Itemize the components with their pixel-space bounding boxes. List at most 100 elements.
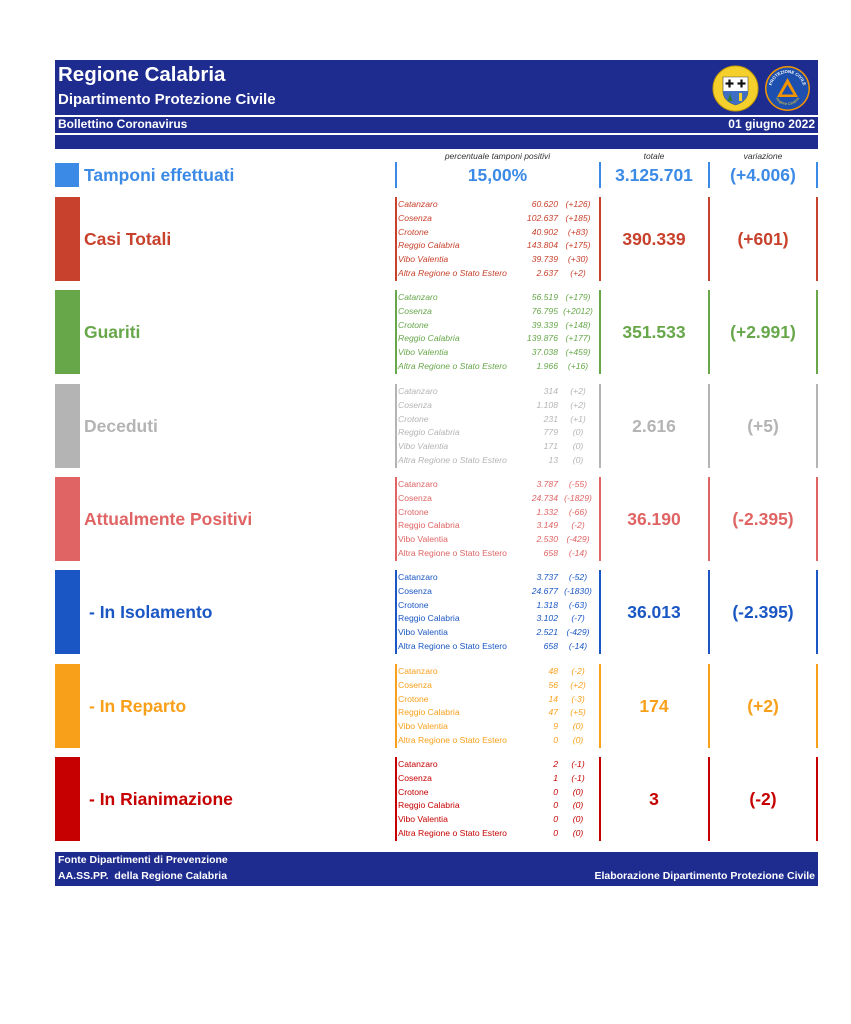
in-isolamento-reggio-calabria-value: 3.102 bbox=[536, 613, 558, 624]
deceduti-reggio-calabria-name: Reggio Calabria bbox=[398, 427, 460, 438]
guariti-crotone-value: 39.339 bbox=[531, 319, 558, 330]
deceduti-label: Deceduti bbox=[84, 416, 158, 436]
deceduti-reggio-calabria-row: Reggio Calabria 779 (0) bbox=[398, 426, 598, 440]
guariti-section: Guariti Catanzaro 56.519 (+179) Cosenza … bbox=[0, 290, 851, 374]
attualmente-positivi-catanzaro-change: (-55) bbox=[568, 479, 588, 489]
in-rianimazione-reggio-calabria-row: Reggio Calabria 0 (0) bbox=[398, 799, 598, 813]
tamponi-divider bbox=[599, 162, 601, 188]
casi-totali-catanzaro-value: 60.620 bbox=[531, 199, 558, 209]
in-rianimazione-cosenza-change: (-1) bbox=[571, 772, 585, 783]
in-isolamento-reggio-calabria-change: (-7) bbox=[571, 613, 585, 624]
in-reparto-cosenza-change: (+2) bbox=[570, 679, 586, 690]
in-isolamento-crotone-change: (-63) bbox=[568, 599, 588, 610]
in-isolamento-change: (-2.395) bbox=[732, 602, 794, 622]
in-reparto-crotone-name: Crotone bbox=[398, 693, 429, 704]
footer-credit: Elaborazione Dipartimento Protezione Civ… bbox=[594, 870, 815, 882]
tamponi-row: Tamponi effettuati 15,00% 3.125.701 (+4.… bbox=[0, 162, 851, 188]
guariti-altra-regione-o-stato-estero-row: Altra Regione o Stato Estero 1.966 (+16) bbox=[398, 360, 598, 374]
attualmente-positivi-reggio-calabria-row: Reggio Calabria 3.149 (-2) bbox=[398, 519, 598, 533]
in-reparto-region-breakdown: Catanzaro 48 (-2) Cosenza 56 (+2) Croton… bbox=[398, 665, 598, 748]
in-rianimazione-vibo-valentia-name: Vibo Valentia bbox=[398, 814, 448, 825]
in-rianimazione-vibo-valentia-value: 0 bbox=[553, 814, 558, 825]
deceduti-total: 2.616 bbox=[632, 416, 676, 436]
guariti-color-bar bbox=[55, 290, 80, 374]
protezione-civile-logo: PROTEZIONE CIVILE Regione Calabria bbox=[764, 65, 811, 112]
casi-totali-altra-regione-o-stato-estero-value: 2.637 bbox=[536, 267, 558, 278]
in-reparto-reggio-calabria-row: Reggio Calabria 47 (+5) bbox=[398, 706, 598, 720]
attualmente-positivi-altra-regione-o-stato-estero-change: (-14) bbox=[568, 547, 588, 558]
in-isolamento-label: - In Isolamento bbox=[89, 602, 213, 622]
attualmente-positivi-reggio-calabria-change: (-2) bbox=[571, 520, 585, 531]
in-reparto-altra-regione-o-stato-estero-change: (0) bbox=[572, 734, 584, 745]
casi-totali-divider bbox=[816, 197, 818, 281]
casi-totali-crotone-name: Crotone bbox=[398, 226, 429, 237]
pine-icon bbox=[727, 93, 733, 101]
in-rianimazione-section: - In Rianimazione Catanzaro 2 (-1) Cosen… bbox=[0, 757, 851, 841]
in-isolamento-cosenza-change: (-1830) bbox=[564, 585, 592, 596]
deceduti-altra-regione-o-stato-estero-name: Altra Regione o Stato Estero bbox=[398, 454, 507, 465]
casi-totali-altra-regione-o-stato-estero-change: (+2) bbox=[570, 267, 586, 278]
in-reparto-reggio-calabria-change: (+5) bbox=[570, 707, 586, 718]
casi-totali-altra-regione-o-stato-estero-row: Altra Regione o Stato Estero 2.637 (+2) bbox=[398, 267, 598, 281]
casi-totali-altra-regione-o-stato-estero-name: Altra Regione o Stato Estero bbox=[398, 267, 507, 278]
tamponi-divider bbox=[708, 162, 710, 188]
in-isolamento-catanzaro-name: Catanzaro bbox=[398, 572, 438, 582]
casi-totali-crotone-row: Crotone 40.902 (+83) bbox=[398, 226, 598, 240]
guariti-catanzaro-value: 56.519 bbox=[531, 292, 558, 302]
casi-totali-cosenza-name: Cosenza bbox=[398, 212, 432, 223]
guariti-reggio-calabria-name: Reggio Calabria bbox=[398, 333, 460, 344]
in-rianimazione-vibo-valentia-row: Vibo Valentia 0 (0) bbox=[398, 813, 598, 827]
in-rianimazione-catanzaro-value: 2 bbox=[553, 759, 558, 769]
in-reparto-catanzaro-row: Catanzaro 48 (-2) bbox=[398, 665, 598, 679]
deceduti-crotone-row: Crotone 231 (+1) bbox=[398, 413, 598, 427]
guariti-cosenza-change: (+2012) bbox=[563, 305, 593, 316]
in-reparto-vibo-valentia-value: 9 bbox=[553, 721, 558, 732]
in-reparto-vibo-valentia-change: (0) bbox=[572, 721, 584, 732]
deceduti-vibo-valentia-value: 171 bbox=[543, 441, 558, 452]
in-reparto-crotone-change: (-3) bbox=[571, 693, 585, 704]
in-reparto-vibo-valentia-name: Vibo Valentia bbox=[398, 721, 448, 732]
attualmente-positivi-reggio-calabria-name: Reggio Calabria bbox=[398, 520, 460, 531]
casi-totali-cosenza-value: 102.637 bbox=[526, 212, 558, 223]
deceduti-crotone-name: Crotone bbox=[398, 413, 429, 424]
deceduti-change: (+5) bbox=[747, 416, 779, 436]
tamponi-percent-positive: 15,00% bbox=[467, 165, 528, 185]
in-reparto-label: - In Reparto bbox=[89, 696, 187, 716]
casi-totali-vibo-valentia-value: 39.739 bbox=[531, 254, 558, 265]
deceduti-cosenza-value: 1.108 bbox=[536, 399, 558, 410]
deceduti-vibo-valentia-name: Vibo Valentia bbox=[398, 441, 449, 452]
attualmente-positivi-region-breakdown: Catanzaro 3.787 (-55) Cosenza 24.734 (-1… bbox=[398, 478, 598, 561]
in-reparto-catanzaro-value: 48 bbox=[548, 666, 558, 676]
in-rianimazione-cosenza-value: 1 bbox=[553, 772, 558, 783]
in-isolamento-altra-regione-o-stato-estero-change: (-14) bbox=[568, 640, 588, 651]
in-isolamento-crotone-row: Crotone 1.318 (-63) bbox=[398, 599, 598, 613]
casi-totali-total: 390.339 bbox=[622, 229, 686, 249]
in-reparto-crotone-value: 14 bbox=[548, 693, 558, 704]
in-isolamento-cosenza-value: 24.677 bbox=[531, 585, 558, 596]
in-isolamento-vibo-valentia-row: Vibo Valentia 2.521 (-429) bbox=[398, 626, 598, 640]
in-isolamento-total: 36.013 bbox=[627, 602, 681, 622]
deceduti-altra-regione-o-stato-estero-row: Altra Regione o Stato Estero 13 (0) bbox=[398, 454, 598, 468]
deceduti-color-bar bbox=[55, 384, 80, 468]
attualmente-positivi-change: (-2.395) bbox=[732, 509, 794, 529]
in-isolamento-altra-regione-o-stato-estero-name: Altra Regione o Stato Estero bbox=[398, 640, 507, 651]
guariti-reggio-calabria-value: 139.876 bbox=[526, 333, 558, 344]
in-rianimazione-divider bbox=[816, 757, 818, 841]
casi-totali-crotone-change: (+83) bbox=[567, 226, 589, 237]
in-rianimazione-reggio-calabria-name: Reggio Calabria bbox=[398, 800, 460, 811]
tamponi-divider bbox=[395, 162, 397, 188]
in-reparto-total: 174 bbox=[639, 696, 669, 716]
attualmente-positivi-altra-regione-o-stato-estero-name: Altra Regione o Stato Estero bbox=[398, 547, 507, 558]
in-rianimazione-altra-regione-o-stato-estero-change: (0) bbox=[572, 827, 584, 838]
casi-totali-divider bbox=[395, 197, 397, 281]
inner-triangle bbox=[781, 84, 794, 95]
deceduti-divider bbox=[816, 384, 818, 468]
attualmente-positivi-crotone-row: Crotone 1.332 (-66) bbox=[398, 506, 598, 520]
casi-totali-reggio-calabria-value: 143.804 bbox=[526, 240, 558, 251]
casi-totali-vibo-valentia-change: (+30) bbox=[567, 254, 589, 265]
in-isolamento-divider bbox=[599, 570, 601, 654]
guariti-catanzaro-change: (+179) bbox=[565, 292, 591, 302]
tamponi-label: Tamponi effettuati bbox=[84, 165, 235, 185]
guariti-cosenza-name: Cosenza bbox=[398, 305, 432, 316]
casi-totali-region-breakdown: Catanzaro 60.620 (+126) Cosenza 102.637 … bbox=[398, 198, 598, 281]
